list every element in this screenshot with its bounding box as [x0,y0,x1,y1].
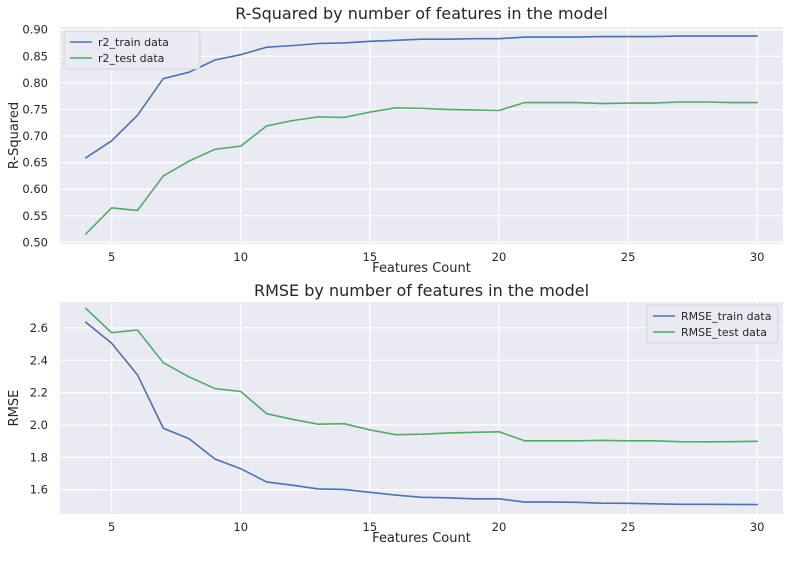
legend-label: r2_test data [98,52,164,65]
gridlines [60,302,783,514]
x-tick-label: 10 [233,520,248,534]
y-tick-label: 2.4 [30,353,48,367]
x-axis-label: Features Count [372,261,471,276]
x-tick-label: 25 [621,250,636,264]
legend-label: RMSE_test data [681,326,767,339]
y-tick-label: 0.90 [22,23,48,37]
y-tick-label: 1.8 [30,450,48,464]
legend: RMSE_train data RMSE_test data [646,304,779,344]
series-line-1 [85,321,758,506]
y-tick-label: 0.85 [22,49,48,63]
x-tick-label: 5 [108,520,115,534]
y-tick-label: 0.70 [22,129,48,143]
x-tick-label: 25 [621,520,636,534]
x-tick-label: 10 [233,250,248,264]
y-axis-label: R-Squared [7,102,22,169]
x-tick-label: 30 [750,250,765,264]
x-tick-label: 15 [363,520,378,534]
y-tick-label: 0.55 [22,209,48,223]
y-tick-label: 0.80 [22,76,48,90]
y-tick-label: 2.6 [30,321,48,335]
series-line-2 [85,307,758,443]
x-tick-label: 20 [492,250,507,264]
legend-box [646,304,779,344]
y-tick-label: 1.6 [30,483,48,497]
legend-label: RMSE_train data [681,310,771,323]
legend: r2_train data r2_test data [63,30,201,70]
x-axis-label: Features Count [372,531,471,546]
chart-panel-1: 5 10 15 20 25 30 0.50 0.55 0.60 0.65 0.70 0.75 0.80 0… [7,4,783,276]
y-tick-label: 2.0 [30,418,48,432]
gridlines [60,27,783,244]
x-tick-label: 5 [108,250,115,264]
x-tick-label: 20 [492,520,507,534]
x-tick-label: 30 [750,520,765,534]
chart-title: R-Squared by number of features in the m… [235,4,608,23]
chart-title: RMSE by number of features in the model [254,281,589,300]
y-tick-label: 0.75 [22,102,48,116]
y-tick-label: 2.2 [30,386,48,400]
y-tick-label: 0.50 [22,235,48,249]
series-line-2 [85,101,758,235]
y-tick-label: 0.60 [22,182,48,196]
x-tick-label: 15 [363,250,378,264]
chart-panel-2: 5 10 15 20 25 30 1.6 1.8 2.0 2.2 2.4 2.6 RMSE by num… [7,281,783,546]
y-axis-label: RMSE [7,390,22,427]
legend-label: r2_train data [98,36,169,49]
legend-box [63,30,201,70]
y-tick-label: 0.65 [22,156,48,170]
